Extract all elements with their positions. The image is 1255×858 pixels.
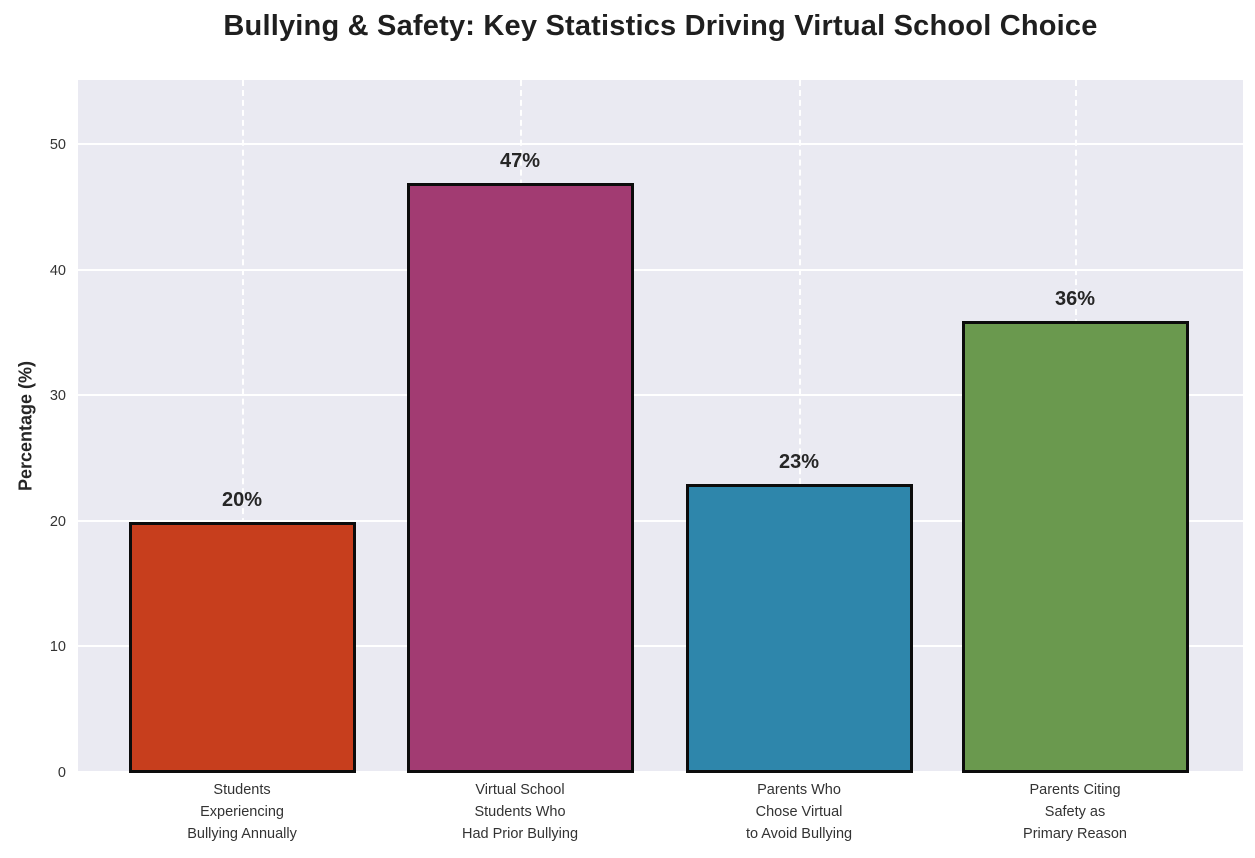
x-tick-label: Parents Who Chose Virtual to Avoid Bully… — [745, 782, 853, 842]
gridline-vertical — [799, 80, 802, 773]
gridline-horizontal — [78, 645, 1243, 648]
y-tick-label: 0 — [57, 765, 66, 781]
y-tick-label: 10 — [49, 639, 66, 656]
bar-value-label: 47% — [499, 149, 541, 172]
y-tick-label: 50 — [49, 137, 66, 154]
y-tick-label: 40 — [49, 262, 66, 279]
plot-area: 20% 47% 23% 36% — [78, 80, 1243, 773]
gridline-horizontal — [78, 394, 1243, 397]
y-axis-label: Percentage (%) — [15, 360, 36, 492]
gridline-horizontal — [78, 771, 1243, 773]
gridline-vertical — [242, 80, 245, 773]
x-tick-label: Virtual School Students Who Had Prior Bu… — [461, 782, 579, 842]
bar-value-label: 20% — [222, 488, 263, 511]
y-tick-label: 20 — [49, 513, 66, 530]
y-tick-label: 30 — [49, 388, 66, 405]
gridline-horizontal — [78, 143, 1243, 146]
bar-4 — [961, 321, 1189, 773]
bar-value-label: 36% — [1054, 288, 1096, 311]
gridline-horizontal — [78, 268, 1243, 271]
x-tick-label: Students Experiencing Bullying Annually — [187, 782, 297, 842]
bar-2 — [406, 182, 634, 773]
bar-1 — [128, 521, 356, 773]
chart-title: Bullying & Safety: Key Statistics Drivin… — [223, 10, 1098, 42]
bar-3 — [685, 484, 913, 773]
bar-value-label: 23% — [779, 451, 820, 474]
gridline-horizontal — [78, 519, 1243, 522]
x-tick-label: Parents Citing Safety as Primary Reason — [1023, 782, 1127, 842]
